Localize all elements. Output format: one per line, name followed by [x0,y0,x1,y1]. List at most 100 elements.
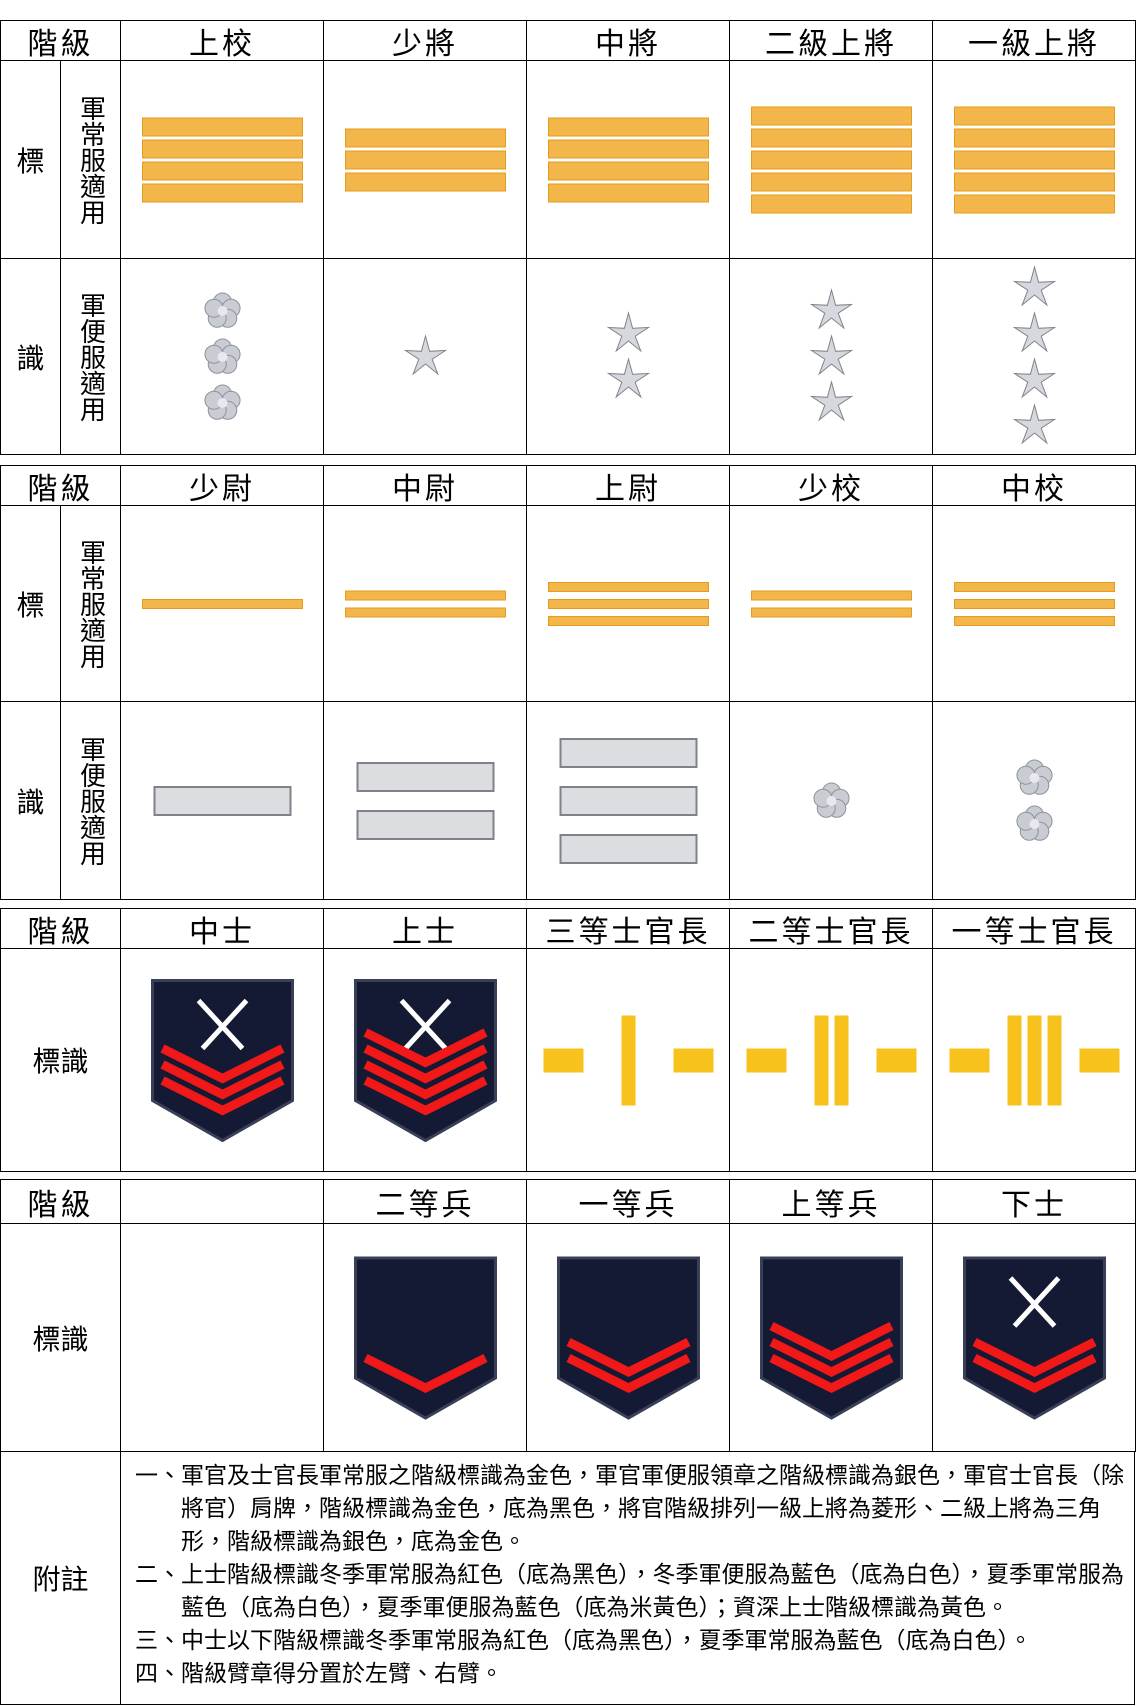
insignia-cell [526,948,730,1172]
gold-stripe [547,117,709,136]
gold-bar [1027,1015,1041,1105]
row-sublabel: 軍常服適用 [60,505,121,702]
row-label: 識 [0,258,61,455]
notes-body: 一、軍官及士官長軍常服之階級標識為金色，軍官軍便服領章之階級標識為銀色，軍官士官… [120,1451,1135,1705]
insignia-cell [932,701,1136,900]
chevron [362,1043,488,1084]
gold-stripe [547,598,709,609]
insignia-cell [729,1223,933,1452]
insignia-cell [120,1223,324,1452]
rank-name: 中校 [932,465,1136,506]
rank-name: 少校 [729,465,933,506]
gold-bar [876,1048,916,1072]
insignia [344,128,506,191]
gold-bar [746,1048,786,1072]
rank-name [120,1179,324,1224]
chevron [768,1321,894,1361]
gold-stripe [750,150,912,169]
rank-name: 中士 [120,908,324,949]
insignia-cell [729,60,933,259]
insignia [547,117,709,202]
row-label: 標識 [0,1223,121,1452]
insignia [543,1015,713,1105]
insignia [356,761,494,840]
gold-stripe [344,590,506,600]
gold-stripe [344,150,506,169]
gold-stripe [953,172,1115,191]
gold-stripe [750,607,912,617]
insignia-cell [526,258,730,455]
insignia-cell [526,701,730,900]
insignia [962,1256,1106,1420]
gold-bar [1007,1015,1021,1105]
silver-bar [559,737,697,768]
gold-stripe [953,598,1115,609]
chevron [362,1027,488,1068]
insignia [1012,264,1056,445]
insignia [150,978,294,1142]
gold-stripe [344,607,506,617]
patch [556,1256,700,1420]
insignia-cell [729,258,933,455]
insignia [953,106,1115,213]
insignia-cell [932,258,1136,455]
insignia [1015,759,1053,841]
gold-stripe [547,139,709,158]
insignia [547,581,709,626]
gold-stripe [750,128,912,147]
plum-center [217,397,227,408]
star [809,287,853,330]
rifle [399,998,447,1050]
gold-bar [673,1048,713,1072]
plum-center [1029,818,1039,829]
rank-name: 下士 [932,1179,1136,1224]
insignia-cell [526,1223,730,1452]
rank-name: 二等士官長 [729,908,933,949]
insignia-cell [526,60,730,259]
rank-name: 上等兵 [729,1179,933,1224]
insignia [353,1256,497,1420]
silver-bar [356,761,494,792]
silver-bar [559,833,697,864]
insignia [606,310,650,399]
chevron [971,1353,1097,1393]
insignia-cell [932,948,1136,1172]
plum-center [1029,772,1039,783]
gold-bar [1047,1015,1061,1105]
insignia [344,590,506,617]
row-sublabel: 軍便服適用 [60,258,121,455]
rank-name: 三等士官長 [526,908,730,949]
insignia-cell [120,60,324,259]
insignia-cell [120,948,324,1172]
insignia [559,737,697,864]
note-item: 一、軍官及士官長軍常服之階級標識為金色，軍官軍便服領章之階級標識為銀色，軍官士官… [135,1463,1124,1555]
header-label: 階級 [0,1179,121,1224]
gold-stripe [141,117,303,136]
rank-name: 少將 [323,20,527,61]
gold-stripe [344,172,506,191]
star [1012,402,1056,445]
rank-name: 一等士官長 [932,908,1136,949]
chevron [159,1075,285,1116]
chevron [362,1353,488,1393]
rank-name: 上校 [120,20,324,61]
rifle [200,998,248,1050]
insignia [141,117,303,202]
rifle [1008,1275,1056,1328]
insignia [141,598,303,609]
chevron [362,1075,488,1116]
insignia-cell [932,505,1136,702]
insignia [750,106,912,213]
gold-bar [814,1015,828,1105]
insignia-cell [323,1223,527,1452]
gold-bar [621,1015,635,1105]
rank-name: 上尉 [526,465,730,506]
note-item: 四、階級臂章得分置於左臂、右臂。 [135,1661,503,1687]
note-item: 三、中士以下階級標識冬季軍常服為紅色（底為黑色），夏季軍常服為藍色（底為白色）。 [135,1628,1032,1654]
insignia [759,1256,903,1420]
gold-stripe [141,598,303,609]
star [403,333,447,376]
gold-stripe [141,139,303,158]
